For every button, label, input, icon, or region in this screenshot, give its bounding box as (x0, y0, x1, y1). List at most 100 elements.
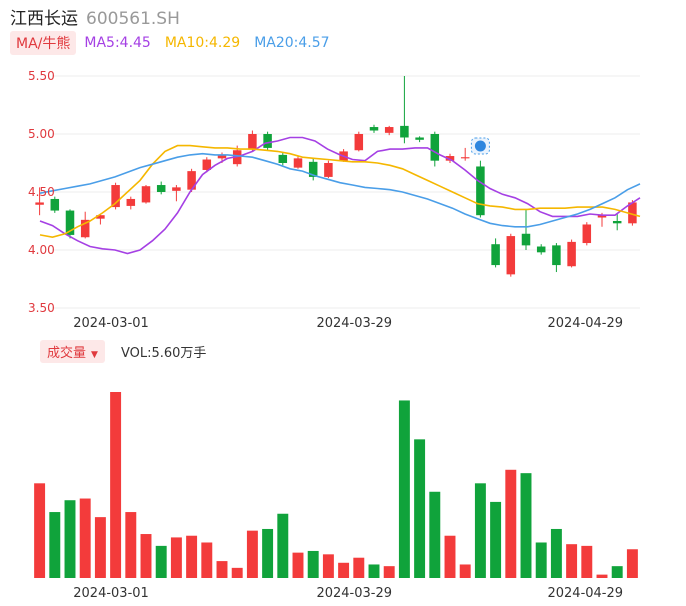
candle-body (263, 134, 272, 148)
x-tick-label: 2024-03-29 (316, 316, 392, 331)
volume-bar (125, 512, 137, 578)
candle-body (536, 246, 546, 253)
volume-bar (277, 513, 289, 578)
x-tick-label: 2024-04-29 (547, 316, 623, 331)
volume-bar (216, 561, 228, 578)
y-tick-label: 5.00 (28, 127, 55, 141)
ma5-legend-label: MA5:4.45 (84, 35, 151, 51)
candle-body (324, 163, 333, 177)
search-icon (474, 140, 486, 152)
candle-body (597, 215, 607, 218)
candle-body (217, 154, 227, 159)
volume-bar (550, 528, 562, 578)
volume-bar (231, 567, 243, 578)
candle-body (552, 245, 561, 266)
volume-bar (262, 528, 274, 578)
volume-bar (338, 562, 350, 578)
candle-body (628, 202, 637, 224)
volume-bar (246, 530, 258, 578)
volume-bars (34, 392, 638, 578)
volume-bar (201, 542, 213, 578)
volume-bar (444, 535, 456, 578)
volume-legend: 成交量 ▼ VOL:5.60万手 (40, 339, 207, 363)
candle-body (476, 166, 485, 216)
ma20-legend-label: MA20:4.57 (254, 35, 330, 51)
candle-body (293, 158, 303, 168)
volume-bar (292, 552, 304, 578)
volume-value-label: VOL:5.60万手 (120, 345, 207, 361)
y-tick-label: 4.00 (28, 243, 55, 257)
volume-toggle-button[interactable]: 成交量 ▼ (40, 339, 105, 363)
volume-bar (368, 564, 380, 578)
ma-toggle-button[interactable]: MA/牛熊 (10, 31, 77, 55)
ma-lines (39, 136, 641, 255)
volume-bar (49, 512, 61, 578)
candle-body (369, 127, 379, 131)
volume-toggle-label: 成交量 (47, 345, 87, 361)
volume-bar (155, 545, 167, 578)
candle-body (430, 134, 440, 161)
candle-body (96, 215, 105, 219)
ma10-line (39, 144, 641, 239)
volume-bar (353, 557, 365, 578)
x-tick-label: 2024-03-01 (73, 586, 149, 601)
volume-bar (520, 473, 532, 578)
volume-bar (383, 566, 395, 578)
candle-body (80, 219, 90, 238)
volume-bar (170, 537, 182, 578)
candle-body (354, 134, 364, 151)
price-candles (35, 76, 637, 277)
ma5-line (39, 136, 641, 255)
stock-header: 江西长运 600561.SH (10, 4, 180, 29)
stock-code: 600561.SH (86, 9, 180, 29)
candle-body (384, 127, 394, 133)
candle-body (156, 185, 166, 192)
x-tick-label: 2024-03-29 (316, 586, 392, 601)
candle-body (141, 186, 151, 203)
candle-body (126, 198, 136, 206)
ma10-legend-label: MA10:4.29 (164, 35, 241, 51)
candle-body (491, 244, 500, 266)
candle-body (308, 161, 318, 177)
candle-body (111, 185, 120, 208)
volume-bar (64, 500, 76, 578)
volume-bar (79, 498, 91, 578)
x-tick-label: 2024-03-01 (73, 316, 149, 331)
volume-bar (459, 564, 471, 578)
volume-bar (186, 535, 198, 578)
candle-body (248, 134, 257, 150)
candle-body (50, 198, 60, 211)
y-tick-label: 5.50 (28, 69, 55, 83)
search-marker[interactable] (470, 137, 490, 155)
candle-body (445, 156, 455, 161)
ma20-line (39, 152, 641, 228)
y-tick-label: 3.50 (28, 301, 55, 315)
volume-bar (596, 574, 608, 578)
x-tick-label: 2024-04-29 (547, 586, 623, 601)
stock-name: 江西长运 (10, 9, 78, 29)
candle-body (460, 157, 470, 159)
volume-bar (34, 483, 46, 578)
candle-body (567, 241, 576, 267)
candle-body (400, 125, 409, 138)
candle-body (65, 210, 75, 235)
volume-bar (626, 549, 638, 578)
ma-legend: MA/牛熊 MA5:4.45 MA10:4.29 MA20:4.57 (10, 30, 330, 56)
volume-bar (307, 550, 319, 578)
volume-bar (505, 469, 517, 578)
volume-bar (490, 501, 502, 578)
volume-bar (566, 544, 578, 578)
candle-body (506, 236, 516, 275)
volume-bar (398, 400, 410, 578)
caret-down-icon: ▼ (91, 349, 98, 360)
price-grid (52, 75, 640, 309)
volume-bar (429, 491, 441, 578)
date-axis: 2024-03-01 2024-03-01 2024-03-29 2024-03-29… (73, 316, 623, 601)
volume-bar (94, 517, 106, 578)
volume-bar (581, 545, 593, 578)
price-axis: 5.50 5.00 4.50 4.00 3.50 (28, 69, 55, 315)
y-tick-label: 4.50 (28, 185, 55, 199)
volume-bar (474, 483, 486, 578)
candle-body (172, 187, 181, 191)
